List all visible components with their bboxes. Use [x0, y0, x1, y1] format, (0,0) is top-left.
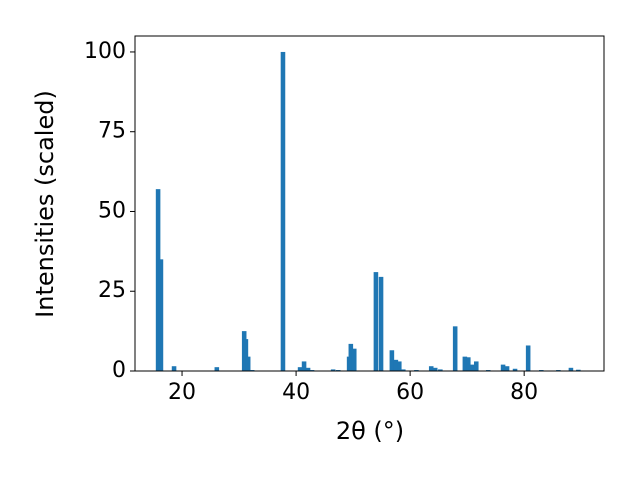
bar [504, 366, 510, 371]
bar [393, 359, 399, 371]
bar [171, 366, 177, 371]
bar [512, 368, 518, 371]
bar [473, 361, 479, 371]
bar [297, 367, 303, 371]
bar [378, 276, 384, 371]
bar [462, 356, 468, 371]
bar [155, 189, 161, 371]
bar [348, 343, 354, 371]
bar [305, 367, 311, 371]
y-tick-label: 25 [98, 278, 126, 303]
bar [330, 369, 336, 371]
bar [397, 361, 402, 371]
bar [428, 366, 434, 371]
x-tick-label: 80 [510, 380, 538, 405]
x-axis-label: 2θ (°) [336, 417, 404, 445]
bar [525, 345, 531, 371]
bar [373, 272, 379, 371]
bar [568, 367, 574, 371]
bar [243, 339, 249, 371]
bar [351, 348, 357, 371]
x-tick-label: 60 [396, 380, 424, 405]
bar [245, 356, 251, 371]
y-tick-label: 75 [98, 119, 126, 144]
y-axis-label: Intensities (scaled) [31, 90, 59, 318]
bar [438, 369, 443, 371]
bar [389, 350, 395, 371]
bar [452, 326, 458, 371]
y-tick-label: 50 [98, 198, 126, 223]
y-tick-label: 100 [84, 39, 126, 64]
bar [301, 361, 307, 371]
bar [401, 369, 406, 371]
bar [280, 51, 286, 371]
bar [214, 367, 220, 371]
bar [432, 367, 438, 371]
bar [158, 259, 164, 371]
plot-frame [134, 35, 605, 372]
x-tick-label: 40 [282, 380, 310, 405]
bar [500, 364, 506, 371]
bar [466, 357, 471, 371]
y-tick-label: 0 [112, 358, 126, 383]
bar [576, 369, 581, 371]
x-tick-label: 20 [168, 380, 196, 405]
bar [470, 364, 475, 371]
